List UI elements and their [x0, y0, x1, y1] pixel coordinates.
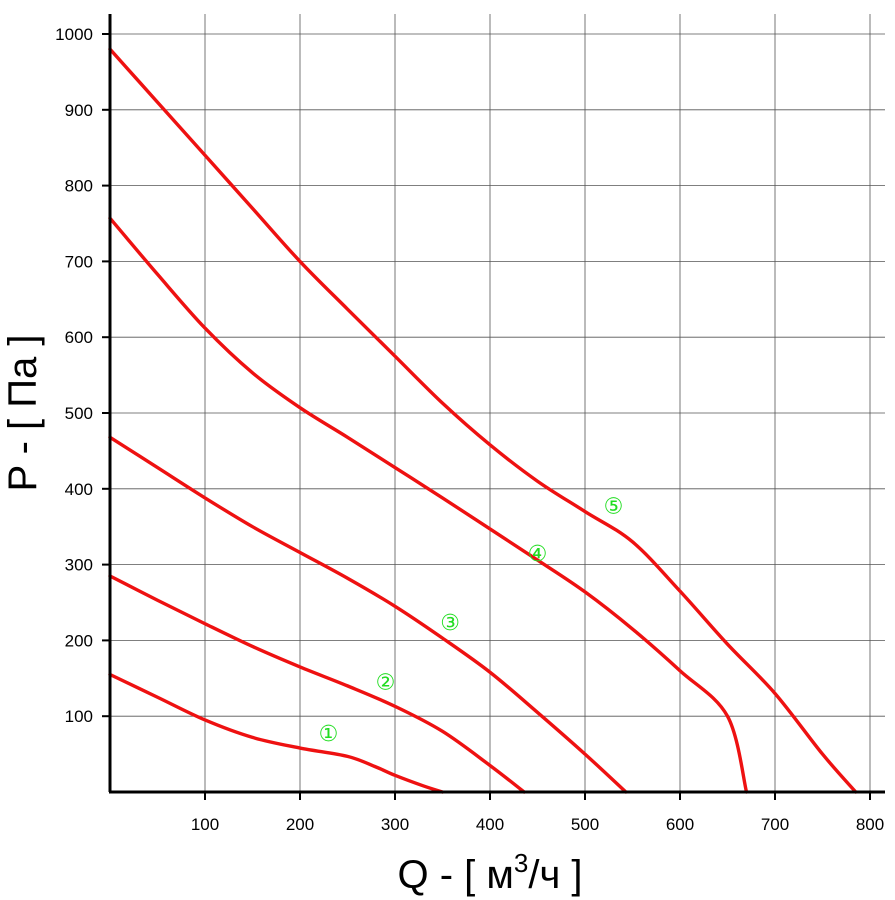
y-tick-label: 600: [65, 328, 93, 347]
curve-5: [108, 47, 858, 794]
x-tick-label: 700: [761, 815, 789, 834]
x-tick-label: 500: [571, 815, 599, 834]
x-axis-title-sup: 3: [514, 848, 528, 878]
curve-2: [108, 574, 526, 794]
y-ticks: 100 200 300 400 500 600 700 800 900 1000: [55, 25, 110, 726]
curve-labels: ① ② ③ ④ ⑤: [319, 494, 624, 746]
grid: [110, 14, 885, 792]
y-tick-label: 900: [65, 101, 93, 120]
x-axis-title: Q - [ м3/ч ]: [397, 848, 582, 897]
y-tick-label: 500: [65, 404, 93, 423]
x-tick-label: 400: [476, 815, 504, 834]
curve-3: [108, 435, 628, 794]
x-tick-label: 600: [666, 815, 694, 834]
curve-label-4: ④: [528, 542, 548, 567]
curve-label-3: ③: [440, 611, 460, 636]
y-tick-label: 100: [65, 707, 93, 726]
y-tick-label: 1000: [55, 25, 93, 44]
x-tick-label: 300: [381, 815, 409, 834]
x-tick-label: 100: [191, 815, 219, 834]
y-tick-label: 300: [65, 556, 93, 575]
curves: [108, 47, 858, 794]
y-axis-title: P - [ Па ]: [1, 335, 45, 492]
curve-label-5: ⑤: [604, 494, 624, 519]
curve-1: [108, 672, 445, 794]
y-tick-label: 800: [65, 177, 93, 196]
curve-label-1: ①: [319, 722, 339, 747]
x-tick-label: 200: [286, 815, 314, 834]
axes: [108, 14, 885, 794]
y-tick-label: 400: [65, 480, 93, 499]
curve-label-2: ②: [376, 670, 396, 695]
x-ticks: 100 200 300 400 500 600 700 800: [191, 792, 884, 834]
x-axis-title-end: /ч ]: [528, 853, 582, 897]
x-tick-label: 800: [856, 815, 884, 834]
x-axis-title-main: Q - [ м: [397, 853, 513, 897]
curve-4: [108, 216, 749, 794]
y-tick-label: 700: [65, 252, 93, 271]
y-tick-label: 200: [65, 631, 93, 650]
